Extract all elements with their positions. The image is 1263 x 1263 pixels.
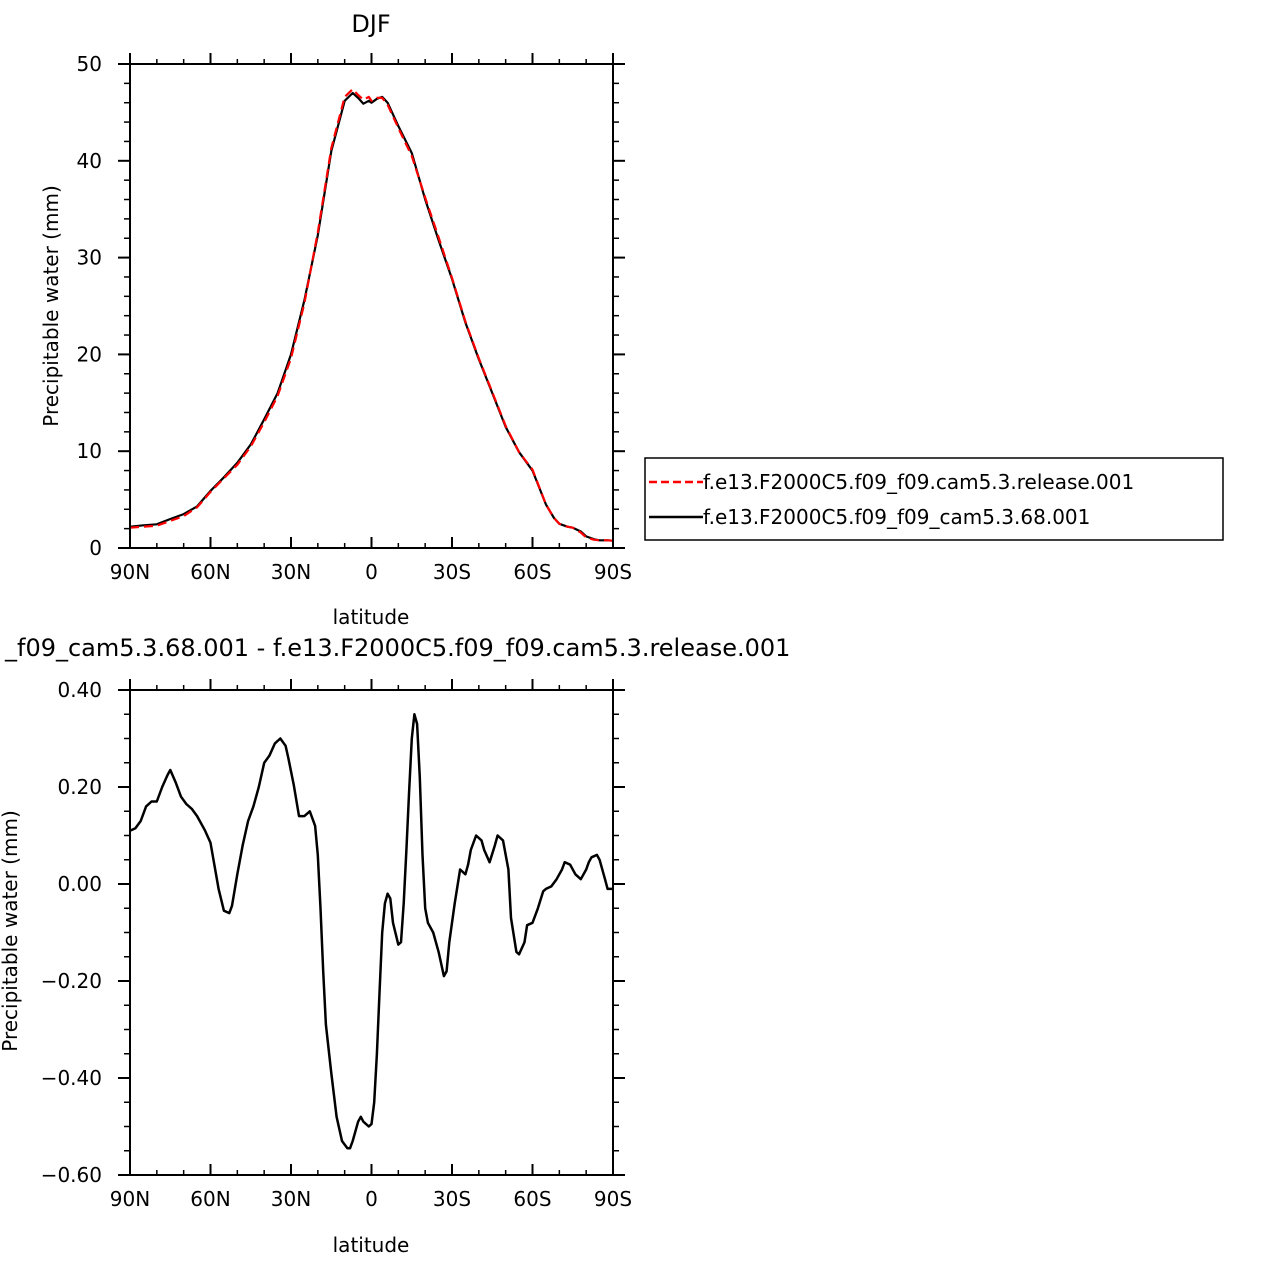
- x-tick-label: 30S: [433, 560, 471, 584]
- y-tick-label: 0.20: [57, 775, 102, 799]
- x-tick-label: 90N: [110, 560, 150, 584]
- y-tick-label: 0: [89, 536, 102, 560]
- difference-line: [129, 713, 613, 1150]
- top-series: [129, 88, 614, 542]
- legend-label-cam5-3-68: f.e13.F2000C5.f09_f09_cam5.3.68.001: [703, 505, 1090, 529]
- top-ticks: 90N 60N 30N 0 30S 60S 90S 0 10 20 30 40 50: [77, 52, 633, 584]
- legend: f.e13.F2000C5.f09_f09.cam5.3.release.001…: [644, 457, 1224, 541]
- bottom-plot-frame: [129, 689, 614, 1176]
- x-tick-label: 30N: [271, 560, 311, 584]
- top-y-axis-title: Precipitable water (mm): [39, 185, 63, 427]
- x-tick-label: 60S: [513, 1187, 551, 1211]
- x-tick-label: 0: [365, 1187, 378, 1211]
- y-tick-label: 30: [77, 246, 102, 270]
- y-tick-label: −0.20: [41, 969, 102, 993]
- x-tick-label: 60S: [513, 560, 551, 584]
- bottom-x-axis-title: latitude: [333, 1233, 410, 1257]
- legend-label-release-001: f.e13.F2000C5.f09_f09.cam5.3.release.001: [703, 470, 1134, 494]
- y-tick-label: 0.40: [57, 678, 102, 702]
- x-tick-label: 90S: [594, 560, 632, 584]
- x-tick-label: 30N: [271, 1187, 311, 1211]
- y-tick-label: 0.00: [57, 872, 102, 896]
- x-tick-label: 60N: [190, 1187, 230, 1211]
- x-tick-label: 60N: [190, 560, 230, 584]
- legend-box: [644, 457, 1224, 541]
- bottom-title: _f09_cam5.3.68.001 - f.e13.F2000C5.f09_f…: [4, 634, 790, 662]
- bottom-series: [129, 713, 613, 1150]
- y-tick-label: 10: [77, 439, 102, 463]
- top-title: DJF: [351, 10, 390, 38]
- x-tick-label: 90S: [594, 1187, 632, 1211]
- y-tick-label: −0.60: [41, 1163, 102, 1187]
- y-tick-label: 20: [77, 342, 102, 366]
- y-tick-label: 40: [77, 149, 102, 173]
- bottom-panel: _f09_cam5.3.68.001 - f.e13.F2000C5.f09_f…: [0, 634, 790, 1257]
- top-x-axis-title: latitude: [333, 605, 410, 629]
- y-tick-label: 50: [77, 52, 102, 76]
- series-line-cam5-3-68: [129, 91, 614, 542]
- series-line-release-001: [129, 88, 614, 542]
- x-tick-label: 30S: [433, 1187, 471, 1211]
- top-panel: DJF 90N 60N 30N 0 30S 60S 90S 0 10 20 30 40 50 Preci…: [39, 10, 1224, 629]
- x-tick-label: 90N: [110, 1187, 150, 1211]
- top-plot-frame: [129, 63, 614, 549]
- x-tick-label: 0: [365, 560, 378, 584]
- bottom-y-axis-title: Precipitable water (mm): [0, 810, 22, 1052]
- y-tick-label: −0.40: [41, 1066, 102, 1090]
